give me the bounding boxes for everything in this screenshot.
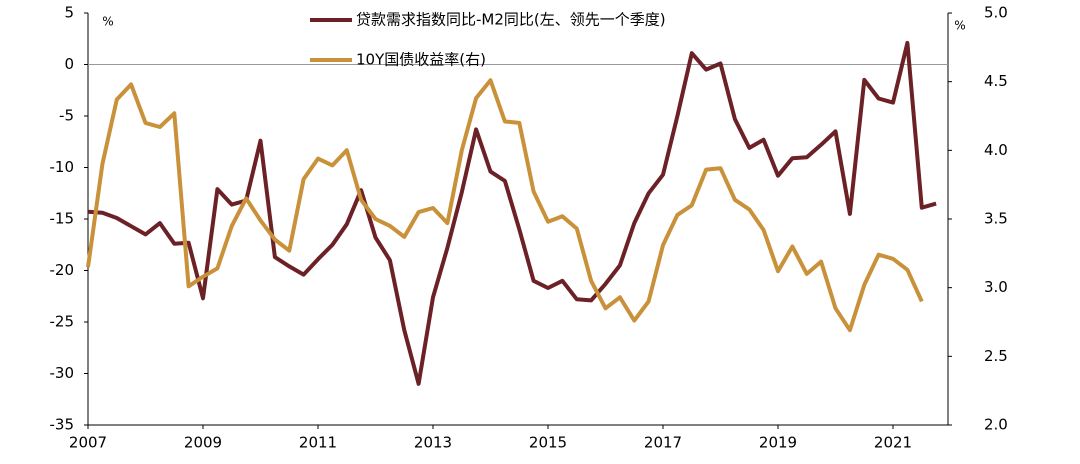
y2-tick-label: 3.5 bbox=[984, 210, 1008, 228]
y-tick-label: -5 bbox=[59, 107, 74, 125]
y-tick-label: -15 bbox=[50, 210, 75, 228]
y2-tick-label: 2.5 bbox=[984, 347, 1008, 365]
right-unit: % bbox=[954, 19, 965, 33]
x-tick-label: 2015 bbox=[529, 434, 567, 452]
y2-tick-label: 4.0 bbox=[984, 141, 1008, 159]
y2-tick-label: 3.0 bbox=[984, 278, 1008, 296]
legend-label: 10Y国债收益率(右) bbox=[356, 51, 486, 69]
series-line bbox=[87, 40, 937, 386]
y2-tick-label: 4.5 bbox=[984, 72, 1008, 90]
x-tick-label: 2011 bbox=[299, 434, 337, 452]
x-tick-label: 2021 bbox=[874, 434, 912, 452]
y2-tick-label: 2.0 bbox=[984, 416, 1008, 434]
x-tick-label: 2013 bbox=[414, 434, 452, 452]
y-tick-label: 5 bbox=[64, 4, 74, 22]
y-tick-label: -10 bbox=[50, 158, 75, 176]
x-tick-label: 2017 bbox=[644, 434, 682, 452]
y-tick-label: -20 bbox=[50, 261, 75, 279]
x-tick-label: 2019 bbox=[759, 434, 797, 452]
series-line bbox=[86, 78, 924, 333]
y-tick-label: -35 bbox=[50, 416, 75, 434]
y-tick-label: -30 bbox=[50, 364, 75, 382]
y2-tick-label: 5.0 bbox=[984, 4, 1008, 22]
legend-label: 贷款需求指数同比-M2同比(左、领先一个季度) bbox=[356, 11, 666, 29]
x-tick-label: 2009 bbox=[184, 434, 222, 452]
left-unit: % bbox=[102, 15, 113, 29]
x-tick-label: 2007 bbox=[69, 434, 107, 452]
y-tick-label: -25 bbox=[50, 313, 75, 331]
y-tick-label: 0 bbox=[64, 55, 74, 73]
